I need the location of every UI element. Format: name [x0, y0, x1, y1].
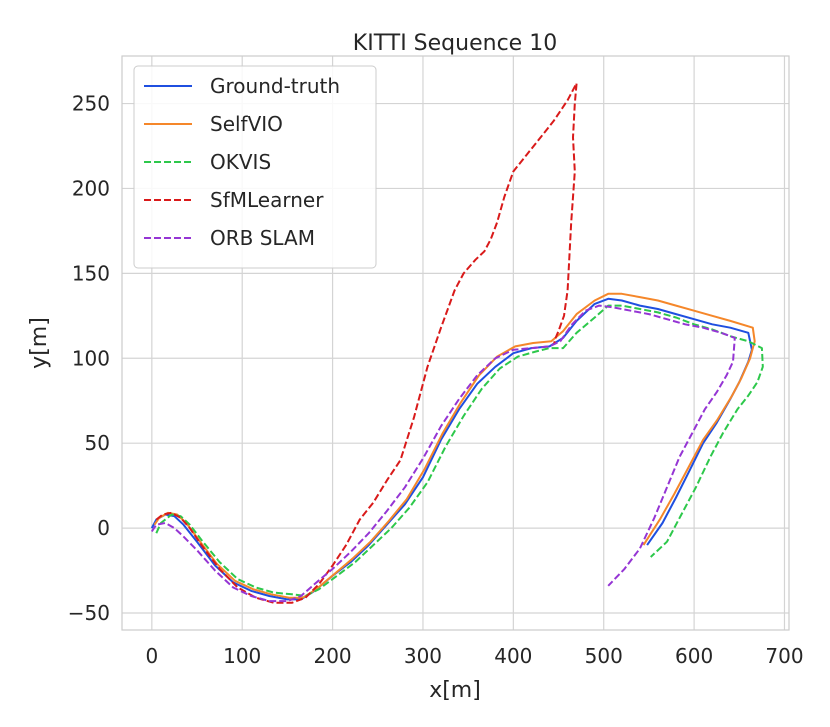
x-tick-label: 700	[765, 644, 803, 668]
legend-label: OKVIS	[210, 150, 271, 174]
plot-frame	[121, 55, 790, 631]
x-tick-label: 0	[145, 644, 158, 668]
x-axis-label: x[m]	[429, 678, 481, 703]
y-tick-label: 150	[72, 261, 110, 285]
x-tick-label: 300	[404, 644, 442, 668]
y-axis-label: y[m]	[27, 317, 52, 369]
y-tick-label: 200	[72, 176, 110, 200]
chart-title: KITTI Sequence 10	[353, 31, 557, 56]
series-line-okvis	[155, 304, 764, 597]
series-line-sfmlearner	[155, 82, 578, 604]
x-tick-label: 200	[313, 644, 351, 668]
series-lines	[150, 82, 764, 604]
series-line-selfvio	[153, 292, 756, 599]
y-tick-label: 50	[85, 431, 110, 455]
x-tick-label: 400	[494, 644, 532, 668]
legend-box	[133, 65, 377, 269]
legend: Ground-truth SelfVIO OKVIS SfMLearner ORB SL…	[133, 65, 377, 269]
y-tick-label: 100	[72, 346, 110, 370]
x-tick-label: 100	[223, 644, 261, 668]
legend-label: SfMLearner	[210, 188, 324, 212]
legend-label: SelfVIO	[210, 112, 283, 136]
tick-labels: 0 100 200 300 400 500 600 700 −50 0 50 100 150 200 250	[68, 92, 804, 668]
legend-label: Ground-truth	[210, 74, 340, 98]
y-tick-label: 0	[97, 516, 110, 540]
y-tick-label: −50	[68, 601, 110, 625]
x-tick-label: 600	[675, 644, 713, 668]
x-tick-label: 500	[585, 644, 623, 668]
grid	[122, 56, 789, 630]
series-line-orb-slam	[150, 304, 736, 603]
y-tick-label: 250	[72, 92, 110, 116]
legend-label: ORB SLAM	[210, 226, 315, 250]
